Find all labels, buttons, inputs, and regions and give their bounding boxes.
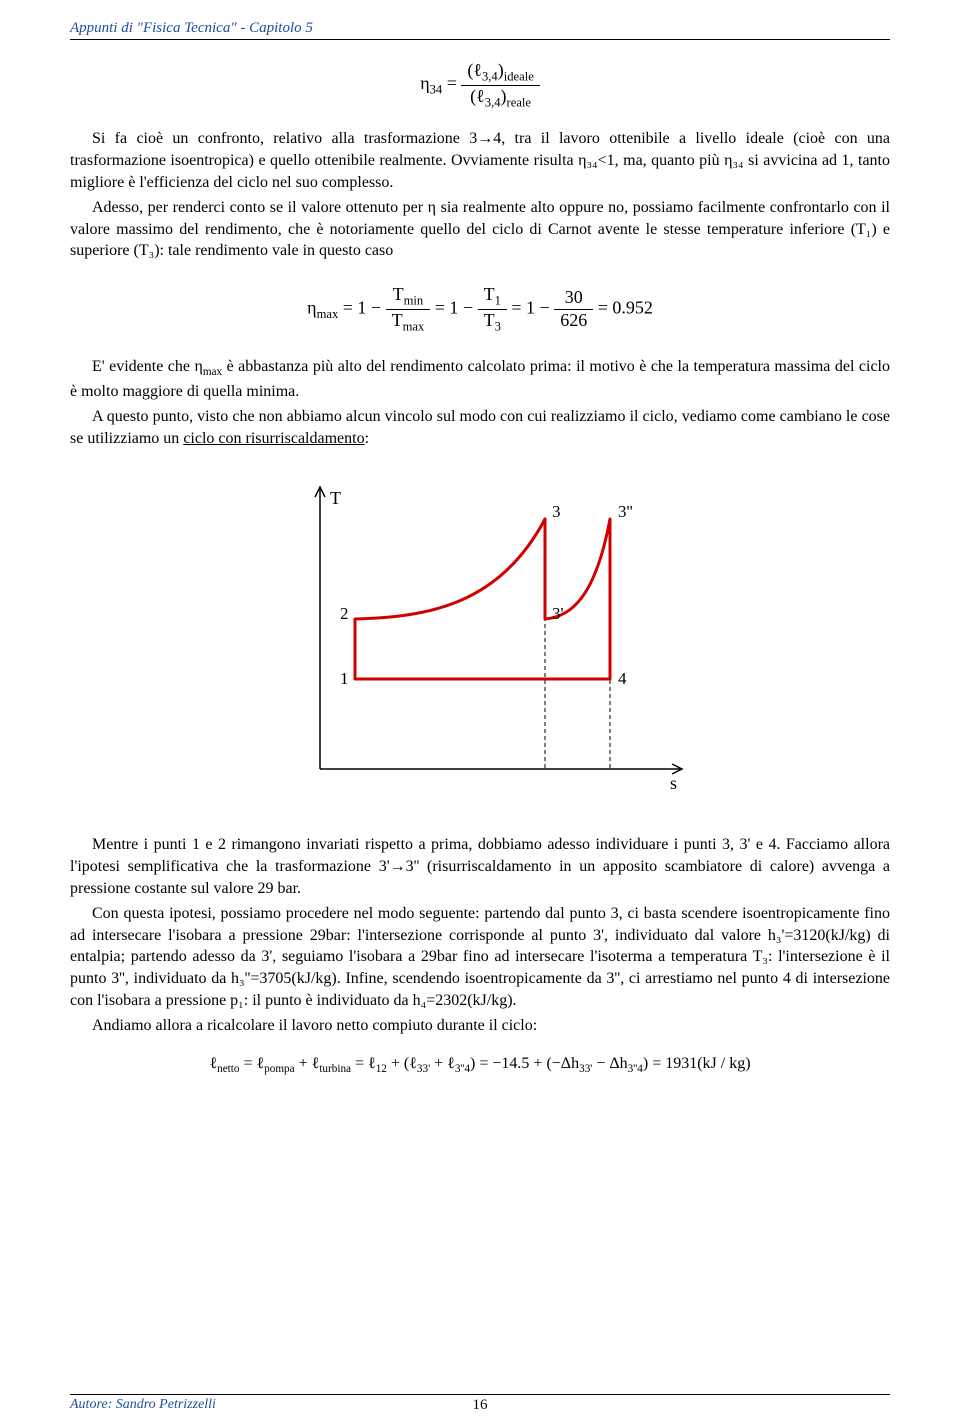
point-3p: 3'	[552, 604, 564, 623]
axis-label-T: T	[330, 488, 341, 508]
point-4: 4	[618, 669, 627, 688]
paragraph-1: Si fa cioè un confronto, relativo alla t…	[70, 128, 890, 193]
axis-label-s: s	[670, 773, 677, 793]
paragraph-2: Adesso, per renderci conto se il valore …	[70, 197, 890, 262]
point-3: 3	[552, 502, 561, 521]
paragraph-5: Mentre i punti 1 e 2 rimangono invariati…	[70, 834, 890, 899]
point-2: 2	[340, 604, 349, 623]
equation-eta-max: ηmax = 1 − Tmin Tmax = 1 − T1 T3 = 1 − 3…	[70, 284, 890, 334]
footer-page-number: 16	[70, 1397, 890, 1414]
paragraph-3: E' evidente che ηmax è abbastanza più al…	[70, 356, 890, 402]
point-3pp: 3''	[618, 502, 633, 521]
page-footer: Autore: Sandro Petrizzelli 16	[70, 1394, 890, 1413]
equation-eta34: η34 = (ℓ3,4)ideale (ℓ3,4)reale	[70, 60, 890, 110]
paragraph-6: Con questa ipotesi, possiamo procedere n…	[70, 903, 890, 1011]
paragraph-4: A questo punto, visto che non abbiamo al…	[70, 406, 890, 449]
header-title: Appunti di "Fisica Tecnica" - Capitolo 5	[70, 20, 313, 36]
ts-diagram: T s 1 2 3 3' 3'' 4	[260, 469, 700, 809]
page-header: Appunti di "Fisica Tecnica" - Capitolo 5	[70, 20, 890, 40]
equation-lnetto: ℓnetto = ℓpompa + ℓturbina = ℓ12 + (ℓ33'…	[70, 1055, 890, 1075]
point-1: 1	[340, 669, 349, 688]
paragraph-7: Andiamo allora a ricalcolare il lavoro n…	[70, 1015, 890, 1037]
